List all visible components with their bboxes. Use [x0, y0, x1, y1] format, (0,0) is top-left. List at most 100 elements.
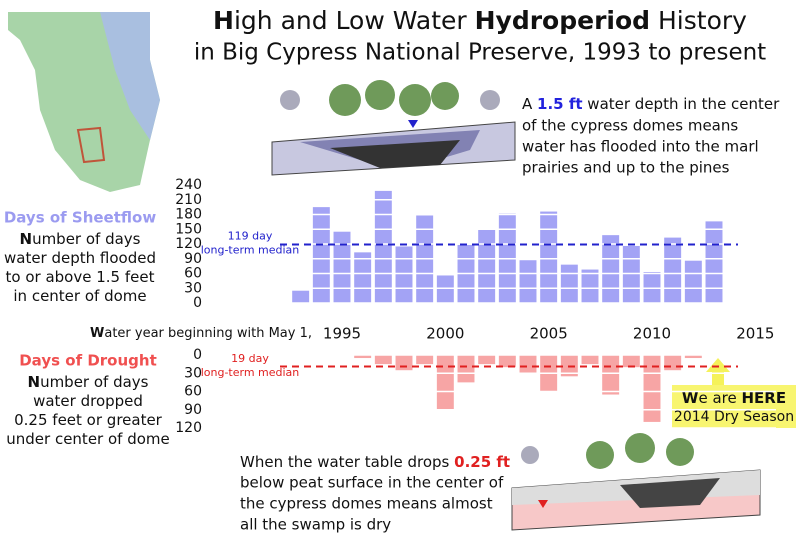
- description-part: water dropped: [33, 392, 143, 410]
- description-part: in center of dome: [13, 287, 146, 305]
- title-part: History: [650, 6, 747, 35]
- bar: [581, 355, 599, 365]
- y-tick-label: 30: [184, 280, 202, 296]
- note-line: When the water table drops 0.25 ft: [240, 453, 510, 471]
- bar: [602, 355, 620, 395]
- description-line: water dropped: [33, 392, 143, 410]
- dry-note: When the water table drops 0.25 ft below…: [240, 453, 510, 534]
- bar: [457, 355, 475, 383]
- description-part: to or above 1.5 feet: [6, 268, 155, 286]
- y-tick-label: 90: [184, 251, 202, 267]
- median-label: 119 day: [228, 229, 273, 242]
- bar: [540, 211, 558, 303]
- y-tick-label: 210: [175, 192, 202, 208]
- description-part: water depth flooded: [4, 249, 156, 267]
- bar: [519, 355, 537, 374]
- x-axis-label-part: W: [90, 326, 104, 341]
- note-line: prairies and up to the pines: [522, 159, 730, 177]
- bar: [622, 245, 640, 303]
- y-tick-label: 60: [184, 384, 202, 400]
- median-label: long-term median: [201, 366, 300, 379]
- y-tick-label: 30: [184, 365, 202, 381]
- x-tick-label: 1995: [323, 325, 361, 343]
- note-part: When the water table drops: [240, 453, 454, 471]
- description-line: to or above 1.5 feet: [6, 268, 155, 286]
- dry-diagram: [511, 433, 761, 531]
- bar: [416, 355, 434, 365]
- description-part: under center of dome: [6, 430, 170, 448]
- bar: [292, 290, 310, 303]
- bar: [602, 235, 620, 303]
- bar: [498, 355, 516, 368]
- bar: [560, 264, 578, 303]
- description-part: N: [20, 230, 33, 248]
- description-line: Number of days: [28, 373, 149, 391]
- callout-part: e are: [698, 389, 741, 407]
- x-tick-label: 2015: [736, 325, 774, 343]
- bar: [622, 355, 640, 368]
- y-tick-label: 90: [184, 402, 202, 418]
- florida-map: [8, 12, 160, 192]
- description-part: umber of days: [40, 373, 149, 391]
- bar: [705, 221, 723, 303]
- note-part: water depth in the center: [583, 95, 781, 113]
- x-tick-label: 2000: [426, 325, 464, 343]
- note-line: of the cypress domes means: [522, 117, 738, 135]
- x-axis-label: Water year beginning with May 1,: [90, 326, 312, 341]
- description-part: N: [28, 373, 41, 391]
- description-line: under center of dome: [6, 430, 170, 448]
- wet-diagram: [271, 80, 516, 176]
- description-line: in center of dome: [13, 287, 146, 305]
- note-part: A: [522, 95, 537, 113]
- y-tick-label: 120: [175, 236, 202, 252]
- bar: [354, 252, 372, 303]
- callout-part: HERE: [741, 389, 786, 407]
- bar: [478, 355, 496, 365]
- note-part: 1.5 ft: [537, 95, 583, 113]
- y-tick-label: 180: [175, 207, 202, 223]
- bar: [312, 207, 330, 303]
- bar: [436, 355, 454, 410]
- subtitle: in Big Cypress National Preserve, 1993 t…: [194, 40, 766, 66]
- description-line: 0.25 feet or greater: [14, 411, 163, 429]
- y-tick-label: 150: [175, 221, 202, 237]
- x-axis-label-part: ater year beginning with May 1,: [104, 326, 312, 341]
- callout-part: W: [682, 389, 699, 407]
- callout-line: 2014 Dry Season: [674, 409, 794, 425]
- chart-title: Days of Drought: [19, 352, 157, 370]
- y-tick-label: 60: [184, 266, 202, 282]
- bar: [643, 355, 661, 422]
- title-part: H: [213, 6, 234, 35]
- bar: [436, 275, 454, 303]
- callout-line: We are HERE: [682, 389, 786, 407]
- y-tick-label: 0: [193, 347, 202, 363]
- note-line: below peat surface in the center of: [240, 474, 504, 492]
- bar: [519, 260, 537, 303]
- median-label: long-term median: [201, 243, 300, 256]
- description-line: Number of days: [20, 230, 141, 248]
- description-line: water depth flooded: [4, 249, 156, 267]
- y-tick-label: 0: [193, 295, 202, 311]
- note-line: A 1.5 ft water depth in the center: [522, 95, 780, 113]
- bar: [664, 237, 682, 303]
- title-part: Hydroperiod: [475, 6, 650, 35]
- bar: [333, 231, 351, 303]
- description-part: umber of days: [32, 230, 141, 248]
- callout: We are HERE 2014 Dry Season: [672, 358, 796, 428]
- x-tick-label: 2010: [633, 325, 671, 343]
- bar: [684, 355, 702, 359]
- bar: [684, 260, 702, 303]
- title: High and Low Water Hydroperiod History: [213, 6, 747, 35]
- description-part: 0.25 feet or greater: [14, 411, 163, 429]
- median-label: 19 day: [231, 352, 269, 365]
- bar: [374, 190, 392, 303]
- note-line: all the swamp is dry: [240, 516, 391, 534]
- bar: [395, 355, 413, 371]
- bar: [478, 229, 496, 303]
- bar: [374, 355, 392, 365]
- y-tick-label: 240: [175, 177, 202, 193]
- bar: [581, 269, 599, 303]
- wet-note: A 1.5 ft water depth in the center of th…: [522, 95, 780, 177]
- bar: [664, 355, 682, 371]
